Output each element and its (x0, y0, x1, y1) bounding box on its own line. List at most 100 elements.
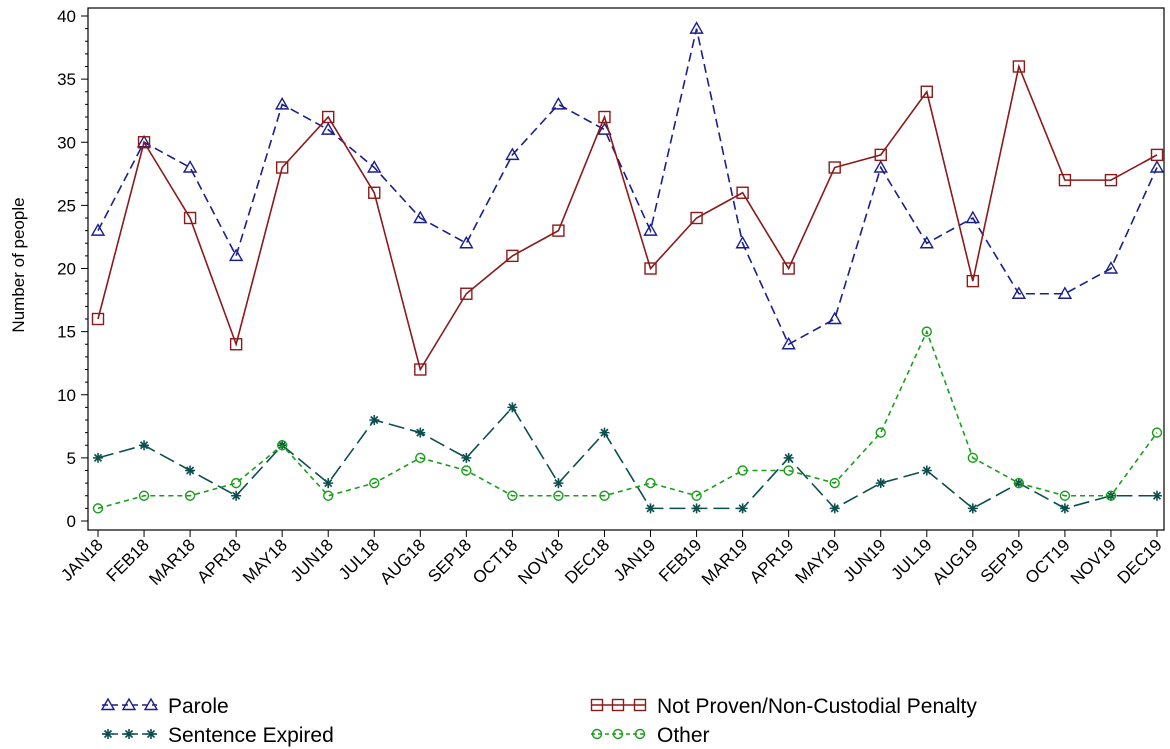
data-point (413, 210, 428, 224)
data-point (1104, 173, 1118, 187)
x-tick-label: JUL18 (335, 535, 383, 583)
data-point (367, 160, 382, 173)
legend-marker (612, 728, 624, 740)
data-point (323, 490, 334, 501)
data-point (643, 223, 658, 236)
legend-item: Sentence Expired (102, 724, 334, 747)
data-point (645, 503, 656, 514)
data-point (459, 235, 474, 249)
data-point (875, 478, 886, 489)
data-point (93, 452, 103, 463)
legend-marker (611, 698, 625, 712)
x-tick-label: FEB18 (103, 535, 153, 585)
data-point (737, 503, 748, 514)
y-tick-label: 10 (57, 386, 76, 405)
x-tick-label: JUN19 (839, 535, 889, 585)
data-point (828, 161, 841, 174)
x-tick-label: NOV19 (1067, 535, 1120, 588)
data-point (829, 477, 840, 489)
data-point (735, 235, 750, 249)
series-layer (90, 21, 1165, 514)
data-point (599, 490, 610, 501)
y-axis-title-group: Number of people (9, 197, 28, 332)
data-point (369, 477, 380, 489)
legend-marker (591, 728, 603, 740)
x-tick-label: JUL19 (887, 535, 935, 583)
x-tick-label: MAY19 (792, 535, 844, 587)
data-point (505, 147, 520, 161)
data-point (645, 477, 656, 489)
x-tick-label: MAR18 (145, 535, 199, 589)
data-point (275, 161, 289, 174)
data-point (690, 211, 703, 225)
x-tick-label: APR19 (746, 535, 798, 587)
legend-marker (124, 729, 134, 739)
data-point (921, 326, 932, 337)
data-point (228, 248, 244, 262)
data-point (460, 287, 473, 300)
data-point (184, 490, 196, 501)
data-point (415, 427, 426, 438)
data-point (507, 402, 518, 413)
data-point (1013, 477, 1025, 489)
series-not-proven-non-custodial-penalty (91, 60, 1164, 376)
legend-marker (634, 728, 646, 740)
data-point (461, 465, 472, 476)
data-point (1150, 148, 1164, 162)
data-point (139, 440, 150, 451)
y-tick-label: 5 (67, 449, 76, 468)
data-point (553, 490, 564, 501)
data-point (182, 160, 198, 173)
data-point (1058, 173, 1072, 187)
data-point (323, 478, 334, 489)
series-other (92, 326, 1163, 514)
legend-marker (103, 729, 113, 739)
legend-item: Parole (100, 695, 229, 718)
data-point (782, 262, 795, 275)
x-tick-label: FEB19 (655, 535, 705, 585)
data-point (506, 249, 519, 263)
x-tick-label: SEP18 (424, 535, 475, 586)
data-point (92, 503, 104, 514)
y-tick-label: 0 (67, 512, 76, 531)
legend-item: Not Proven/Non-Custodial Penalty (590, 695, 977, 718)
x-tick-label: APR18 (193, 535, 245, 587)
legend-marker (143, 697, 159, 711)
legend-label: Not Proven/Non-Custodial Penalty (657, 695, 977, 718)
legend-marker (633, 698, 647, 712)
series-line (97, 329, 1158, 510)
data-point (827, 311, 842, 325)
data-point (368, 186, 381, 199)
x-tick-label: SEP19 (977, 535, 1028, 586)
data-point (921, 465, 932, 476)
x-tick-label: JAN19 (610, 535, 660, 585)
x-tick-label: DEC19 (1114, 535, 1166, 587)
axes: 0510152025303540JAN18FEB18MAR18APR18MAY1… (57, 7, 1166, 589)
data-point (138, 490, 150, 501)
data-point (1012, 60, 1026, 73)
x-tick-label: AUG19 (929, 535, 982, 588)
data-point (321, 122, 336, 135)
x-tick-label: JUN18 (287, 535, 337, 585)
data-point (1103, 261, 1119, 274)
x-tick-label: NOV18 (514, 535, 567, 588)
data-point (1059, 503, 1070, 514)
data-point (136, 134, 152, 148)
data-point (414, 363, 427, 376)
y-axis-title: Number of people (9, 197, 28, 332)
data-point (691, 503, 702, 514)
data-point (183, 211, 197, 225)
data-point (965, 210, 981, 224)
data-point (1059, 490, 1071, 501)
data-point (781, 336, 796, 350)
data-point (1149, 160, 1165, 173)
data-point (783, 465, 794, 476)
data-point (689, 21, 704, 34)
data-point (783, 452, 794, 463)
x-tick-label: AUG18 (376, 535, 429, 588)
data-point (322, 110, 335, 124)
series-line (97, 63, 1158, 372)
data-point (553, 478, 564, 489)
x-tick-label: DEC18 (561, 535, 613, 587)
